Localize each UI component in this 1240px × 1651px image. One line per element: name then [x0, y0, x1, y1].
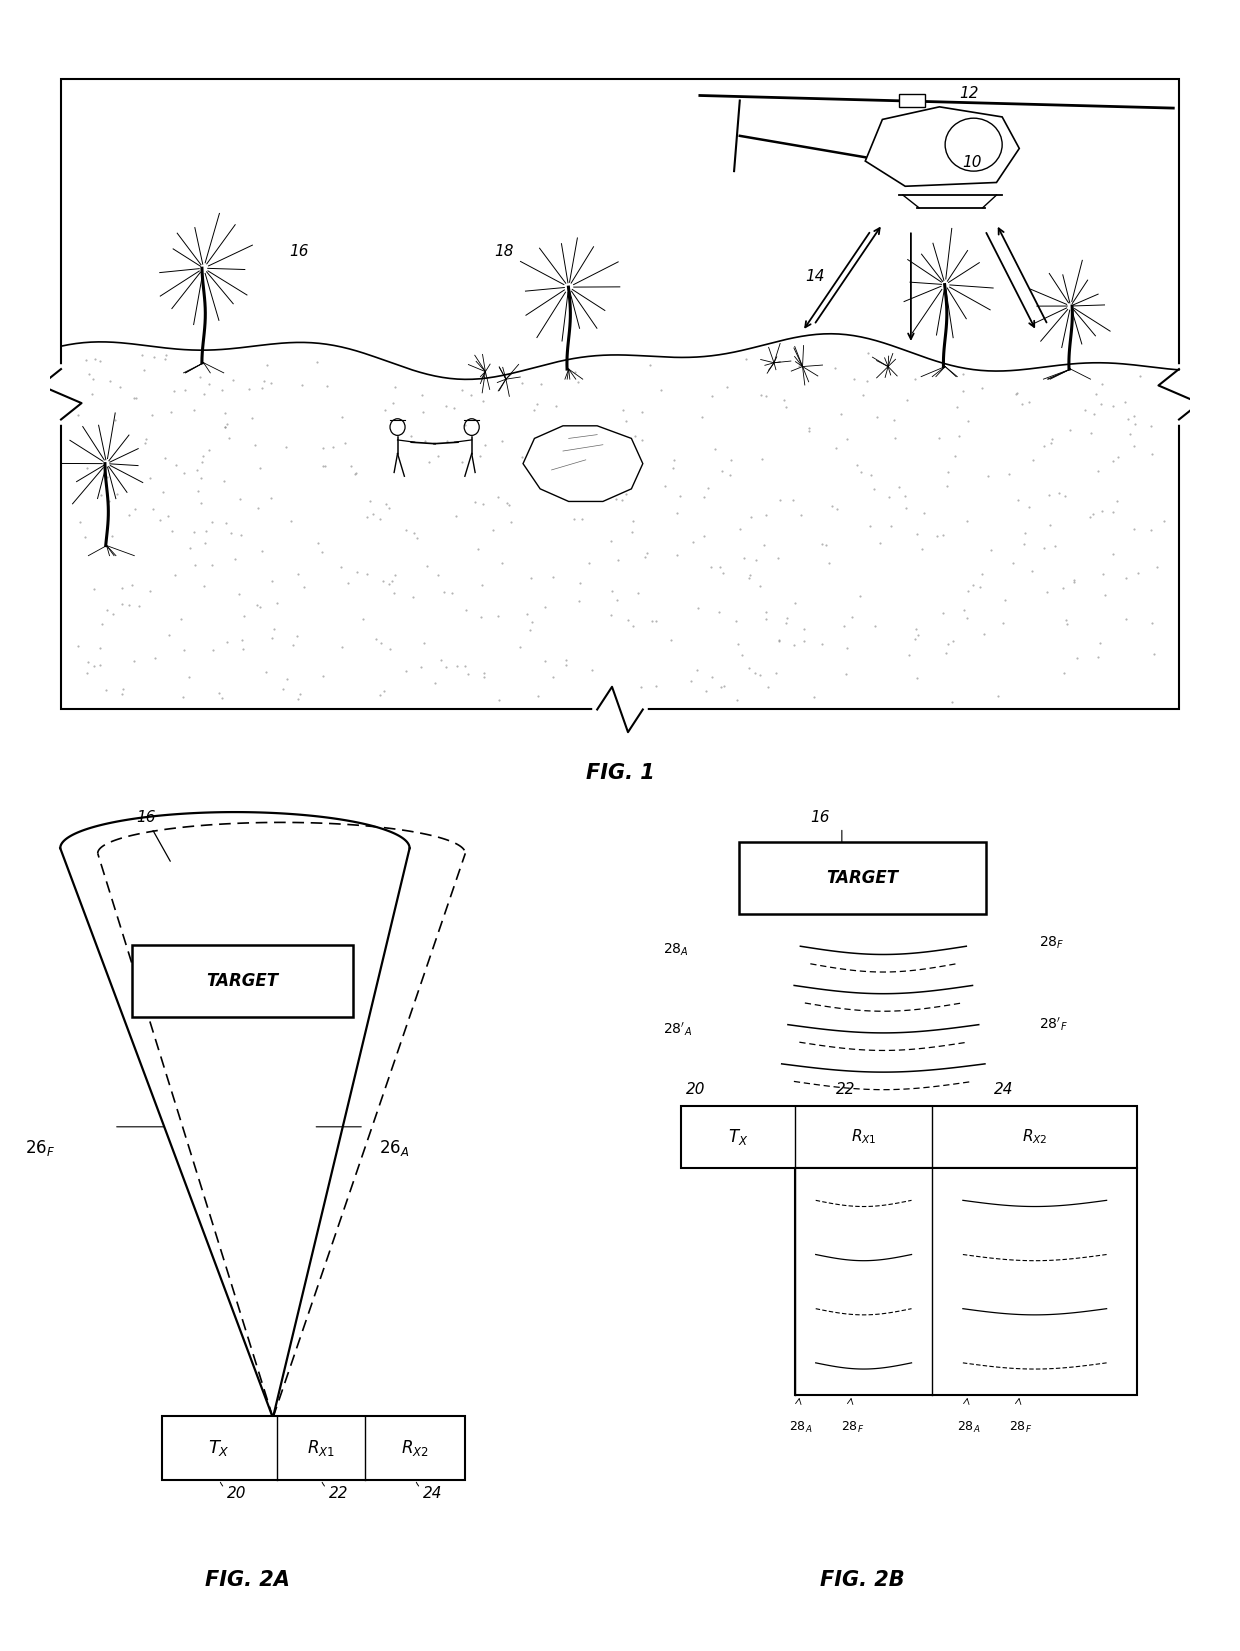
- FancyBboxPatch shape: [739, 842, 986, 915]
- Text: $26_F$: $26_F$: [25, 1138, 55, 1157]
- Text: $28_A$: $28_A$: [663, 941, 689, 958]
- Text: 20: 20: [686, 1081, 706, 1096]
- Text: 18: 18: [495, 244, 515, 259]
- FancyBboxPatch shape: [161, 1417, 465, 1479]
- Text: 16: 16: [289, 244, 309, 259]
- Text: $R_{X2}$: $R_{X2}$: [1022, 1128, 1048, 1146]
- Text: 10: 10: [962, 155, 982, 170]
- Text: $28_F$: $28_F$: [1039, 934, 1064, 951]
- Text: $28_A$: $28_A$: [957, 1420, 980, 1435]
- Text: $R_{X2}$: $R_{X2}$: [402, 1438, 429, 1458]
- Text: FIG. 2A: FIG. 2A: [205, 1570, 290, 1590]
- Text: $28'_A$: $28'_A$: [663, 1020, 692, 1038]
- FancyBboxPatch shape: [133, 944, 353, 1017]
- Text: TARGET: TARGET: [827, 868, 899, 887]
- Text: $T_X$: $T_X$: [208, 1438, 231, 1458]
- Ellipse shape: [945, 119, 1002, 172]
- Text: $28'_F$: $28'_F$: [1039, 1015, 1068, 1034]
- Text: $28_F$: $28_F$: [841, 1420, 864, 1435]
- Text: $28_F$: $28_F$: [1008, 1420, 1032, 1435]
- Text: 16: 16: [811, 811, 831, 826]
- Text: 24: 24: [417, 1483, 443, 1501]
- Text: 24: 24: [993, 1081, 1013, 1096]
- FancyBboxPatch shape: [795, 1169, 1137, 1395]
- Text: 14: 14: [805, 269, 825, 284]
- Text: $26_A$: $26_A$: [379, 1138, 409, 1157]
- Polygon shape: [866, 107, 1019, 187]
- Polygon shape: [523, 426, 642, 502]
- Text: FIG. 1: FIG. 1: [585, 763, 655, 783]
- Text: FIG. 2B: FIG. 2B: [821, 1570, 905, 1590]
- FancyBboxPatch shape: [61, 79, 1179, 710]
- Text: $R_{X1}$: $R_{X1}$: [851, 1128, 877, 1146]
- Text: 22: 22: [836, 1081, 856, 1096]
- Text: TARGET: TARGET: [207, 972, 279, 991]
- FancyBboxPatch shape: [681, 1106, 1137, 1169]
- Text: 16: 16: [136, 811, 170, 862]
- Text: $T_X$: $T_X$: [728, 1128, 748, 1147]
- Text: $R_{X1}$: $R_{X1}$: [308, 1438, 335, 1458]
- Text: 12: 12: [959, 86, 978, 101]
- Text: 20: 20: [221, 1483, 247, 1501]
- Text: 22: 22: [322, 1483, 348, 1501]
- Text: $28_A$: $28_A$: [789, 1420, 812, 1435]
- FancyBboxPatch shape: [899, 94, 925, 107]
